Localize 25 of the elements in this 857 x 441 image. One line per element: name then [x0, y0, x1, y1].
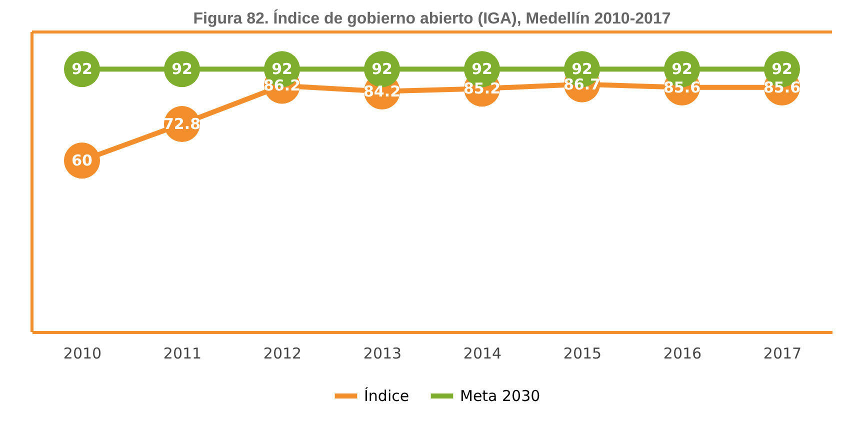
data-label: 85.6	[763, 78, 801, 96]
data-label: 92	[472, 60, 492, 78]
x-tick-label: 2013	[363, 344, 402, 362]
data-label: 92	[72, 60, 92, 78]
data-label: 86.2	[263, 76, 301, 95]
x-tick-label: 2014	[463, 344, 502, 362]
data-label: 92	[172, 60, 192, 78]
data-label: 85.2	[463, 80, 501, 98]
chart-title: Figura 82. Índice de gobierno abierto (IGA), Medellín 2010-2017	[193, 8, 671, 28]
x-tick-label: 2012	[263, 344, 302, 362]
legend-label: Índice	[364, 387, 410, 405]
x-tick-label: 2016	[663, 344, 702, 362]
data-label: 84.2	[363, 82, 401, 100]
data-label: 92	[372, 60, 392, 78]
data-label: 85.6	[663, 78, 701, 96]
data-label: 92	[672, 60, 692, 78]
data-label: 72.8	[163, 115, 201, 133]
legend-label: Meta 2030	[460, 387, 540, 405]
x-tick-label: 2015	[563, 344, 602, 362]
x-tick-label: 2011	[163, 344, 202, 362]
data-label: 60	[72, 152, 92, 170]
x-tick-label: 2017	[763, 344, 802, 362]
x-tick-label: 2010	[63, 344, 102, 362]
data-label: 92	[772, 60, 792, 78]
data-label: 92	[272, 60, 292, 78]
